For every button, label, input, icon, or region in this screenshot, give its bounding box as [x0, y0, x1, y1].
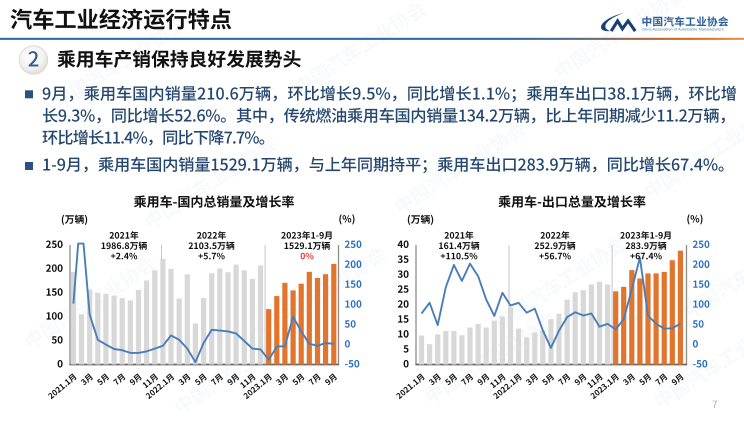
svg-text:China Association of Automobil: China Association of Automobile Manufact…	[642, 28, 724, 32]
